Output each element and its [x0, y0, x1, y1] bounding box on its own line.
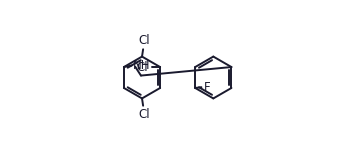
- Text: F: F: [204, 81, 210, 94]
- Text: Cl: Cl: [136, 61, 148, 73]
- Text: NH: NH: [133, 59, 151, 72]
- Text: Cl: Cl: [138, 108, 150, 121]
- Text: Cl: Cl: [138, 34, 150, 47]
